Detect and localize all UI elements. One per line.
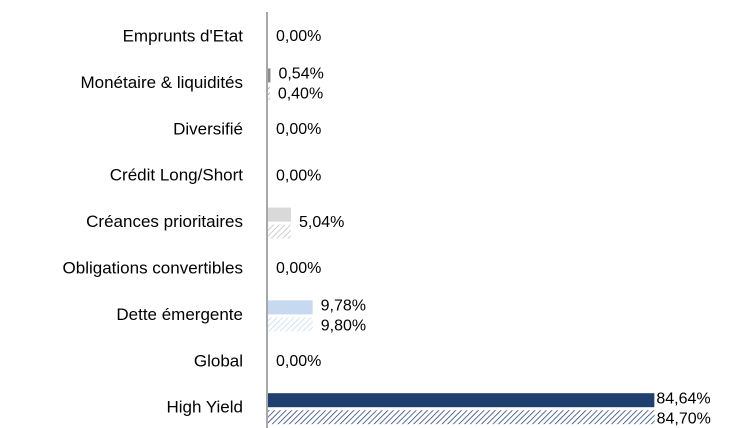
category-label: High Yield: [166, 398, 243, 417]
category-label: Diversifié: [173, 119, 243, 138]
bar: [268, 85, 270, 100]
bar: [268, 224, 291, 239]
value-label: 9,80%: [321, 318, 366, 335]
category-label: Crédit Long/Short: [110, 166, 244, 185]
value-label: 84,70%: [657, 410, 711, 427]
value-label: 0,00%: [276, 121, 321, 138]
bar: [268, 68, 271, 83]
category-label: Dette émergente: [116, 305, 243, 324]
category-label: Emprunts d'Etat: [123, 26, 244, 45]
value-label: 0,00%: [276, 167, 321, 184]
value-label: 9,78%: [321, 298, 366, 315]
category-label: Monétaire & liquidités: [80, 73, 243, 92]
value-label: 84,64%: [656, 390, 710, 407]
value-label: 0,40%: [278, 86, 323, 103]
bar: [268, 393, 655, 408]
category-label: Obligations convertibles: [63, 258, 243, 277]
bar: [268, 207, 292, 222]
value-label: 0,00%: [276, 353, 321, 370]
value-label: 0,00%: [276, 260, 321, 277]
bar: [268, 300, 313, 315]
value-label: 0,00%: [276, 28, 321, 45]
category-label: Créances prioritaires: [86, 212, 243, 231]
value-label: 0,54%: [278, 66, 323, 83]
category-label: Global: [194, 351, 243, 370]
bar: [268, 317, 313, 332]
bar: [268, 410, 655, 425]
value-label: 5,04%: [299, 214, 344, 231]
